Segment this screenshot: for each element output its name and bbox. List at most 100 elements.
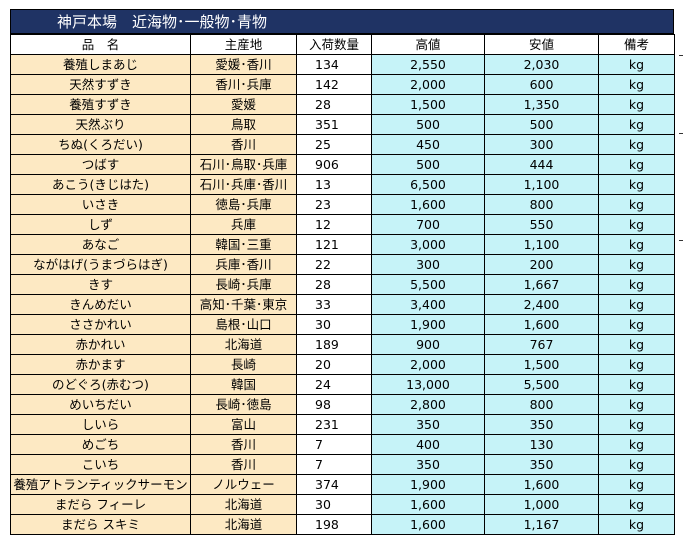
origin-cell: 高知･千葉･東京 bbox=[190, 294, 297, 315]
item-name-cell: まだら フィーレ bbox=[10, 494, 191, 515]
item-name-cell: あなご bbox=[10, 234, 191, 255]
origin-cell: 北海道 bbox=[190, 494, 297, 515]
quantity-cell: 28 bbox=[296, 274, 372, 295]
high-price-cell: 450 bbox=[371, 134, 485, 155]
unit-cell: kg bbox=[598, 314, 675, 335]
quantity-cell: 20 bbox=[296, 354, 372, 375]
low-price-cell: 1,600 bbox=[484, 474, 599, 495]
low-price-cell: 800 bbox=[484, 194, 599, 215]
table-row: ささかれい 島根･山口 30 1,900 1,600 kg bbox=[10, 314, 675, 335]
origin-cell: 富山 bbox=[190, 414, 297, 435]
quantity-cell: 906 bbox=[296, 154, 372, 175]
origin-cell: 島根･山口 bbox=[190, 314, 297, 335]
high-price-cell: 1,600 bbox=[371, 514, 485, 535]
item-name-cell: あこう(きじはた) bbox=[10, 174, 191, 195]
quantity-cell: 7 bbox=[296, 454, 372, 475]
low-price-cell: 350 bbox=[484, 454, 599, 475]
item-name-cell: しず bbox=[10, 214, 191, 235]
high-price-cell: 3,000 bbox=[371, 234, 485, 255]
item-name-cell: きんめだい bbox=[10, 294, 191, 315]
quantity-cell: 12 bbox=[296, 214, 372, 235]
header-low-price: 安値 bbox=[484, 34, 599, 55]
item-name-cell: ちぬ(くろだい) bbox=[10, 134, 191, 155]
sheet-title: 神戸本場 近海物･一般物･青物 bbox=[10, 9, 674, 34]
origin-cell: 韓国 bbox=[190, 374, 297, 395]
table-row: 養殖しまあじ 愛媛･香川 134 2,550 2,030 kg bbox=[10, 54, 675, 75]
quantity-cell: 98 bbox=[296, 394, 372, 415]
origin-cell: 韓国･三重 bbox=[190, 234, 297, 255]
origin-cell: 徳島･兵庫 bbox=[190, 194, 297, 215]
origin-cell: 石川･兵庫･香川 bbox=[190, 174, 297, 195]
low-price-cell: 767 bbox=[484, 334, 599, 355]
item-name-cell: 養殖すずき bbox=[10, 94, 191, 115]
table-row: まだら フィーレ 北海道 30 1,600 1,000 kg bbox=[10, 494, 675, 515]
quantity-cell: 25 bbox=[296, 134, 372, 155]
unit-cell: kg bbox=[598, 174, 675, 195]
item-name-cell: 養殖しまあじ bbox=[10, 54, 191, 75]
high-price-cell: 2,000 bbox=[371, 354, 485, 375]
table-row: 赤かれい 北海道 189 900 767 kg bbox=[10, 334, 675, 355]
quantity-cell: 231 bbox=[296, 414, 372, 435]
unit-cell: kg bbox=[598, 374, 675, 395]
origin-cell: 香川 bbox=[190, 434, 297, 455]
unit-cell: kg bbox=[598, 414, 675, 435]
table-row: きす 長崎･兵庫 28 5,500 1,667 kg bbox=[10, 274, 675, 295]
table-row: ちぬ(くろだい) 香川 25 450 300 kg bbox=[10, 134, 675, 155]
high-price-cell: 2,550 bbox=[371, 54, 485, 75]
high-price-cell: 300 bbox=[371, 254, 485, 275]
header-remarks: 備考 bbox=[598, 34, 675, 55]
price-table: 品 名 主産地 入荷数量 高値 安値 備考 養殖しまあじ 愛媛･香川 134 2,55… bbox=[10, 34, 675, 535]
header-row: 品 名 主産地 入荷数量 高値 安値 備考 bbox=[10, 34, 675, 55]
low-price-cell: 1,600 bbox=[484, 314, 599, 335]
high-price-cell: 350 bbox=[371, 414, 485, 435]
table-row: 天然ぶり 鳥取 351 500 500 kg bbox=[10, 114, 675, 135]
header-high-price: 高値 bbox=[371, 34, 485, 55]
item-name-cell: ながはげ(うまづらはぎ) bbox=[10, 254, 191, 275]
table-row: めごち 香川 7 400 130 kg bbox=[10, 434, 675, 455]
high-price-cell: 6,500 bbox=[371, 174, 485, 195]
high-price-cell: 900 bbox=[371, 334, 485, 355]
unit-cell: kg bbox=[598, 74, 675, 95]
origin-cell: 長崎 bbox=[190, 354, 297, 375]
item-name-cell: まだら スキミ bbox=[10, 514, 191, 535]
table-row: しいら 富山 231 350 350 kg bbox=[10, 414, 675, 435]
table-row: きんめだい 高知･千葉･東京 33 3,400 2,400 kg bbox=[10, 294, 675, 315]
high-price-cell: 3,400 bbox=[371, 294, 485, 315]
market-price-sheet: 神戸本場 近海物･一般物･青物 品 名 主産地 入荷数量 高値 安値 備考 養殖… bbox=[10, 9, 675, 535]
low-price-cell: 1,000 bbox=[484, 494, 599, 515]
item-name-cell: めごち bbox=[10, 434, 191, 455]
unit-cell: kg bbox=[598, 354, 675, 375]
item-name-cell: 養殖アトランティックサーモン bbox=[10, 474, 191, 495]
table-body: 養殖しまあじ 愛媛･香川 134 2,550 2,030 kg 天然すずき 香川･兵庫 142 2… bbox=[10, 54, 675, 535]
low-price-cell: 130 bbox=[484, 434, 599, 455]
header-quantity: 入荷数量 bbox=[296, 34, 372, 55]
unit-cell: kg bbox=[598, 514, 675, 535]
low-price-cell: 1,100 bbox=[484, 174, 599, 195]
quantity-cell: 198 bbox=[296, 514, 372, 535]
table-row: 天然すずき 香川･兵庫 142 2,000 600 kg bbox=[10, 74, 675, 95]
low-price-cell: 2,030 bbox=[484, 54, 599, 75]
origin-cell: 香川 bbox=[190, 134, 297, 155]
unit-cell: kg bbox=[598, 214, 675, 235]
high-price-cell: 2,000 bbox=[371, 74, 485, 95]
unit-cell: kg bbox=[598, 234, 675, 255]
origin-cell: 鳥取 bbox=[190, 114, 297, 135]
quantity-cell: 142 bbox=[296, 74, 372, 95]
quantity-cell: 13 bbox=[296, 174, 372, 195]
header-name: 品 名 bbox=[10, 34, 191, 55]
low-price-cell: 1,100 bbox=[484, 234, 599, 255]
unit-cell: kg bbox=[598, 134, 675, 155]
table-row: めいちだい 長崎･徳島 98 2,800 800 kg bbox=[10, 394, 675, 415]
unit-cell: kg bbox=[598, 434, 675, 455]
low-price-cell: 444 bbox=[484, 154, 599, 175]
high-price-cell: 350 bbox=[371, 454, 485, 475]
item-name-cell: 赤かれい bbox=[10, 334, 191, 355]
table-row: あこう(きじはた) 石川･兵庫･香川 13 6,500 1,100 kg bbox=[10, 174, 675, 195]
unit-cell: kg bbox=[598, 494, 675, 515]
origin-cell: 兵庫･香川 bbox=[190, 254, 297, 275]
table-row: 養殖アトランティックサーモン ノルウェー 374 1,900 1,600 kg bbox=[10, 474, 675, 495]
table-row: あなご 韓国･三重 121 3,000 1,100 kg bbox=[10, 234, 675, 255]
quantity-cell: 30 bbox=[296, 494, 372, 515]
unit-cell: kg bbox=[598, 474, 675, 495]
unit-cell: kg bbox=[598, 294, 675, 315]
